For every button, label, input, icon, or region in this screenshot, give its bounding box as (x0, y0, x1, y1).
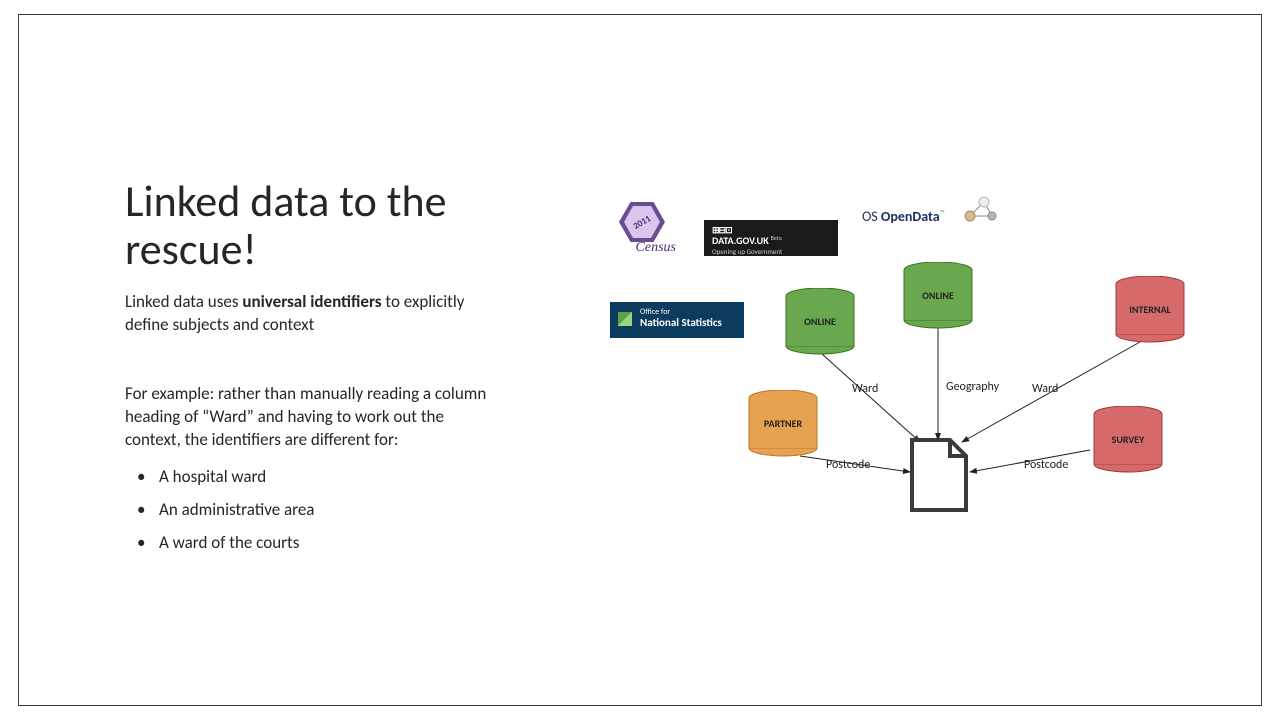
body-paragraph: For example: rather than manually readin… (125, 383, 495, 452)
diagram-svg-layer (600, 190, 1220, 540)
bullet-list: A hospital ward An administrative area A… (125, 466, 495, 555)
edge-label: Ward (852, 382, 878, 396)
edge-label: Postcode (826, 458, 870, 472)
cylinder-label: ONLINE (785, 315, 855, 328)
subtitle-pre: Linked data uses (125, 291, 242, 312)
linked-data-diagram: 2011 Census DATA.GOV.UKBeta Opening up G… (600, 190, 1220, 540)
cylinder-label: PARTNER (748, 417, 818, 430)
cylinder-label: ONLINE (903, 289, 973, 302)
edge-label: Geography (946, 380, 999, 394)
list-item: A hospital ward (133, 466, 495, 489)
edge-label: Postcode (1024, 458, 1068, 472)
edge-arrow (822, 354, 920, 442)
subtitle-bold: universal identifiers (242, 291, 381, 312)
list-item: A ward of the courts (133, 532, 495, 555)
cylinder-internal: INTERNAL (1115, 276, 1185, 350)
slide-subtitle: Linked data uses universal identifiers t… (125, 291, 495, 337)
text-column: Linked data to the rescue! Linked data u… (125, 178, 495, 565)
cylinder-online1: ONLINE (785, 288, 855, 362)
document-icon (912, 440, 966, 510)
cylinder-online2: ONLINE (903, 262, 973, 336)
list-item: An administrative area (133, 499, 495, 522)
cylinder-survey: SURVEY (1093, 406, 1163, 480)
cylinder-partner: PARTNER (748, 390, 818, 464)
slide-title: Linked data to the rescue! (125, 178, 495, 273)
edge-label: Ward (1032, 382, 1058, 396)
cylinder-label: SURVEY (1093, 433, 1163, 446)
cylinder-label: INTERNAL (1115, 303, 1185, 316)
